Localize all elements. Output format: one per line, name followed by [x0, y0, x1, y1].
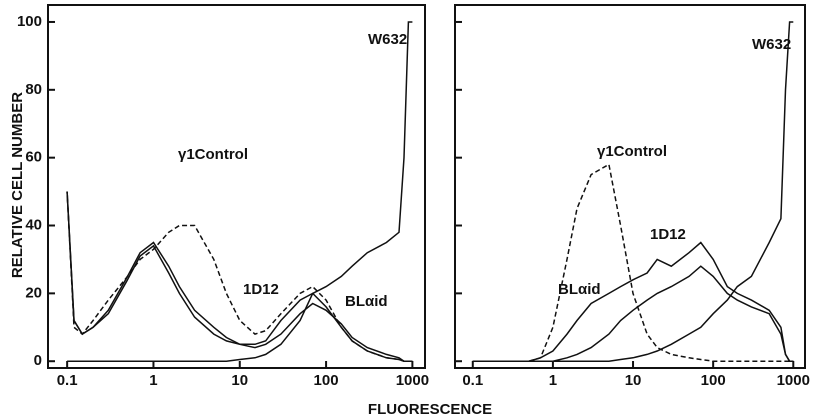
plot-frame	[454, 4, 806, 369]
series-label: γ1Control	[178, 146, 248, 163]
x-tick-label: 100	[701, 372, 726, 389]
x-tick-label: 0.1	[462, 372, 483, 389]
x-tick-label: 10	[231, 372, 248, 389]
series-label: γ1Control	[597, 143, 667, 160]
y-tick-label: 60	[25, 149, 42, 166]
series-label: BLαid	[345, 293, 388, 310]
x-tick-label: 1000	[777, 372, 810, 389]
x-tick-label: 10	[625, 372, 642, 389]
series-label: 1D12	[243, 281, 279, 298]
y-tick-label: 100	[17, 13, 42, 30]
y-tick-label: 20	[25, 284, 42, 301]
series-line	[66, 191, 413, 362]
series-label: W632	[752, 36, 791, 53]
series-label: BLαid	[558, 281, 601, 298]
series-line	[66, 191, 413, 362]
y-tick-label: 0	[34, 352, 42, 369]
series-line	[472, 163, 794, 362]
series-line	[472, 21, 794, 362]
series-line	[67, 21, 413, 362]
x-tick-label: 1000	[396, 372, 429, 389]
y-tick-label: 40	[25, 216, 42, 233]
x-tick-label: 1	[149, 372, 157, 389]
plot-frame	[47, 4, 426, 369]
series-line	[66, 191, 413, 362]
x-axis-label: FLUORESCENCE	[368, 401, 492, 418]
x-tick-label: 0.1	[57, 372, 78, 389]
series-label: W632	[368, 31, 407, 48]
y-tick-label: 80	[25, 81, 42, 98]
y-axis-label: RELATIVE CELL NUMBER	[9, 92, 26, 278]
x-tick-label: 100	[314, 372, 339, 389]
series-line	[472, 241, 794, 362]
x-tick-label: 1	[549, 372, 557, 389]
series-label: 1D12	[650, 226, 686, 243]
